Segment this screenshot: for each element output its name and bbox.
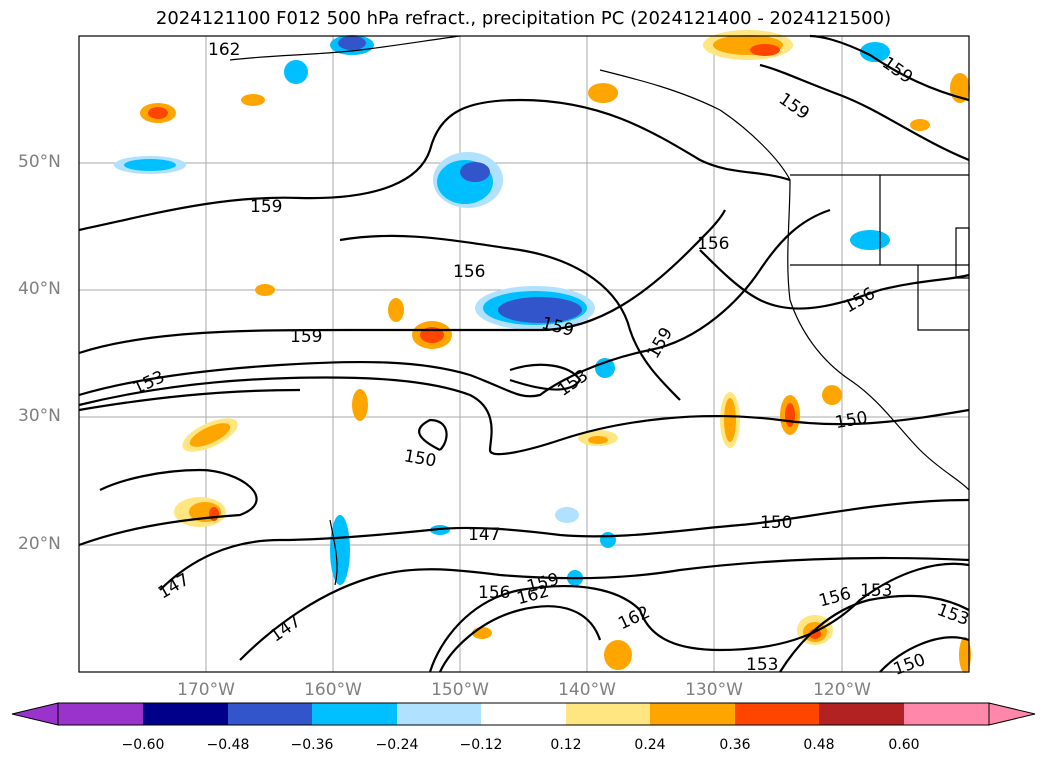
lon-label: 170°W	[177, 680, 235, 700]
contour-label: 150	[760, 513, 792, 533]
contour-label: 153	[860, 581, 892, 601]
colorbar-bin	[397, 703, 481, 725]
contour-label: 147	[468, 525, 500, 545]
lon-label: 140°W	[558, 680, 616, 700]
colorbar-bin	[481, 703, 566, 725]
colorbar-bin	[143, 703, 228, 725]
colorbar-tick: −0.48	[206, 737, 250, 753]
colorbar-extend-max	[988, 702, 1036, 726]
colorbar	[11, 702, 1036, 726]
colorbar-bin	[904, 703, 989, 725]
colorbar-bin	[312, 703, 397, 725]
contour-label: 159	[290, 327, 322, 347]
contour-label: 156	[453, 262, 485, 282]
contour-label: 156	[697, 234, 729, 254]
contour-label: 162	[208, 40, 240, 60]
lon-label: 130°W	[685, 680, 743, 700]
colorbar-outline	[57, 702, 990, 726]
colorbar-tick: −0.12	[459, 737, 503, 753]
colorbar-bin	[819, 703, 904, 725]
lat-label: 50°N	[18, 152, 61, 172]
map-title: 2024121100 F012 500 hPa refract., precip…	[155, 8, 892, 29]
colorbar-bin	[650, 703, 735, 725]
colorbar-tick: −0.36	[290, 737, 334, 753]
colorbar-extend-min	[11, 702, 59, 726]
lon-label: 120°W	[813, 680, 871, 700]
lat-label: 20°N	[18, 534, 61, 554]
colorbar-tick: 0.48	[803, 737, 835, 753]
contour-label: 156	[478, 583, 510, 603]
colorbar-tick: 0.36	[719, 737, 751, 753]
map-border	[78, 35, 970, 673]
contour-label: 153	[746, 655, 778, 675]
colorbar-tick: 0.12	[550, 737, 582, 753]
colorbar-tick: −0.60	[121, 737, 165, 753]
colorbar-tick: 0.24	[634, 737, 666, 753]
contour-label: 159	[250, 197, 282, 217]
refractivity-contours	[78, 34, 970, 673]
colorbar-tick: −0.24	[375, 737, 419, 753]
lat-label: 30°N	[18, 406, 61, 426]
lon-label: 160°W	[304, 680, 362, 700]
colorbar-tick: 0.60	[888, 737, 920, 753]
lon-label: 150°W	[431, 680, 489, 700]
colorbar-bin	[566, 703, 650, 725]
colorbar-bin	[228, 703, 312, 725]
colorbar-bin	[58, 703, 143, 725]
colorbar-bin	[735, 703, 819, 725]
lat-label: 40°N	[18, 279, 61, 299]
coastlines	[229, 35, 970, 586]
